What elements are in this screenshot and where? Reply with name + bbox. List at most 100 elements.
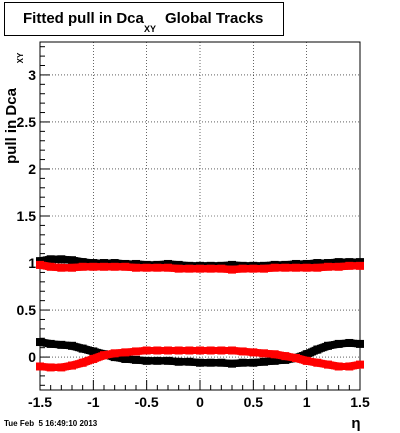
x-tick-label: -0.5 bbox=[135, 394, 159, 410]
data-point bbox=[313, 345, 322, 354]
data-point bbox=[249, 358, 258, 367]
data-point bbox=[68, 341, 76, 350]
data-point bbox=[334, 339, 343, 348]
data-point bbox=[78, 262, 87, 271]
data-point bbox=[249, 348, 258, 357]
data-point bbox=[164, 263, 172, 272]
series-3 bbox=[36, 346, 364, 372]
data-point bbox=[206, 358, 215, 367]
y-tick-label: 0.5 bbox=[17, 302, 37, 318]
data-point bbox=[142, 356, 151, 365]
data-point bbox=[313, 259, 322, 268]
data-point bbox=[132, 355, 140, 364]
grid-lines bbox=[40, 42, 360, 390]
y-axis-label-main: pull in Dca bbox=[3, 87, 20, 164]
data-point bbox=[185, 357, 194, 366]
y-tick-label: 0 bbox=[28, 349, 36, 365]
data-point bbox=[121, 348, 130, 357]
data-point bbox=[206, 346, 215, 355]
data-point bbox=[46, 339, 55, 348]
data-point bbox=[238, 358, 247, 367]
y-tick-label: 3 bbox=[28, 67, 36, 83]
data-point bbox=[36, 260, 44, 269]
data-point bbox=[36, 338, 44, 347]
data-point bbox=[260, 357, 268, 366]
data-point bbox=[100, 262, 108, 271]
title-box: Fitted pull in Dca XY Global Tracks bbox=[4, 2, 284, 36]
data-point bbox=[228, 260, 236, 269]
data-point bbox=[132, 263, 140, 272]
chart-title-prefix: Fitted pull in Dca bbox=[23, 10, 144, 27]
data-point bbox=[174, 346, 183, 355]
data-point bbox=[121, 262, 130, 271]
data-point bbox=[238, 264, 247, 273]
data-point bbox=[196, 264, 204, 273]
x-tick-label: 1 bbox=[303, 394, 311, 410]
data-point bbox=[281, 263, 290, 272]
data-point bbox=[206, 264, 215, 273]
x-tick-label: 0 bbox=[196, 394, 204, 410]
data-point bbox=[78, 344, 87, 353]
series-1 bbox=[36, 338, 364, 368]
data-point bbox=[324, 360, 332, 369]
data-point bbox=[46, 262, 55, 271]
data-point bbox=[164, 346, 172, 355]
y-tick-label: 1 bbox=[28, 255, 36, 271]
data-point bbox=[313, 263, 322, 272]
x-tick-label: 0.5 bbox=[244, 394, 264, 410]
data-point bbox=[174, 357, 183, 366]
data-point bbox=[57, 263, 66, 272]
data-point bbox=[100, 351, 108, 360]
data-point bbox=[217, 358, 226, 367]
y-axis-label: pull in Dca bbox=[3, 87, 20, 164]
data-point bbox=[196, 358, 204, 367]
data-point bbox=[185, 264, 194, 273]
data-point bbox=[345, 261, 354, 270]
data-point bbox=[249, 264, 258, 273]
data-point bbox=[260, 264, 268, 273]
data-point bbox=[46, 255, 55, 264]
data-point bbox=[89, 262, 98, 271]
data-point bbox=[121, 354, 130, 363]
data-point bbox=[356, 261, 364, 270]
data-point bbox=[164, 356, 172, 365]
data-point bbox=[57, 340, 66, 349]
data-point bbox=[153, 356, 162, 365]
tick-labels: -1.5 -1 -0.5 0 0.5 1 1.5 0 0.5 1 1.5 2 2.5 3 bbox=[17, 67, 370, 410]
x-tick-label: 1.5 bbox=[350, 394, 370, 410]
data-point bbox=[68, 361, 76, 370]
data-point bbox=[153, 263, 162, 272]
data-point bbox=[153, 346, 162, 355]
data-point bbox=[313, 358, 322, 367]
data-point bbox=[270, 263, 279, 272]
data-point bbox=[89, 354, 98, 363]
data-point bbox=[302, 350, 311, 359]
axis-ticks bbox=[39, 46, 361, 390]
data-point bbox=[260, 349, 268, 358]
data-point bbox=[68, 263, 76, 272]
data-point bbox=[110, 349, 119, 358]
data-point bbox=[270, 356, 279, 365]
data-point bbox=[345, 338, 354, 347]
x-tick-label: -1.5 bbox=[28, 394, 52, 410]
data-point bbox=[334, 258, 343, 267]
data-point bbox=[142, 263, 151, 272]
y-tick-label: 2.5 bbox=[17, 114, 37, 130]
data-point bbox=[110, 262, 119, 271]
data-point bbox=[78, 358, 87, 367]
data-point bbox=[185, 346, 194, 355]
data-point bbox=[196, 346, 204, 355]
data-point bbox=[356, 360, 364, 369]
data-point bbox=[57, 255, 66, 264]
data-point bbox=[281, 352, 290, 361]
x-tick-label: -1 bbox=[87, 394, 100, 410]
data-point bbox=[356, 339, 364, 348]
data-point bbox=[132, 347, 140, 356]
y-axis-label-subscript: XY bbox=[16, 52, 25, 63]
data-series bbox=[36, 255, 364, 372]
timestamp: Tue Feb 5 16:49:10 2013 bbox=[4, 419, 98, 428]
data-point bbox=[68, 256, 76, 265]
data-point bbox=[78, 258, 87, 267]
chart-title-subscript: XY bbox=[144, 24, 156, 34]
